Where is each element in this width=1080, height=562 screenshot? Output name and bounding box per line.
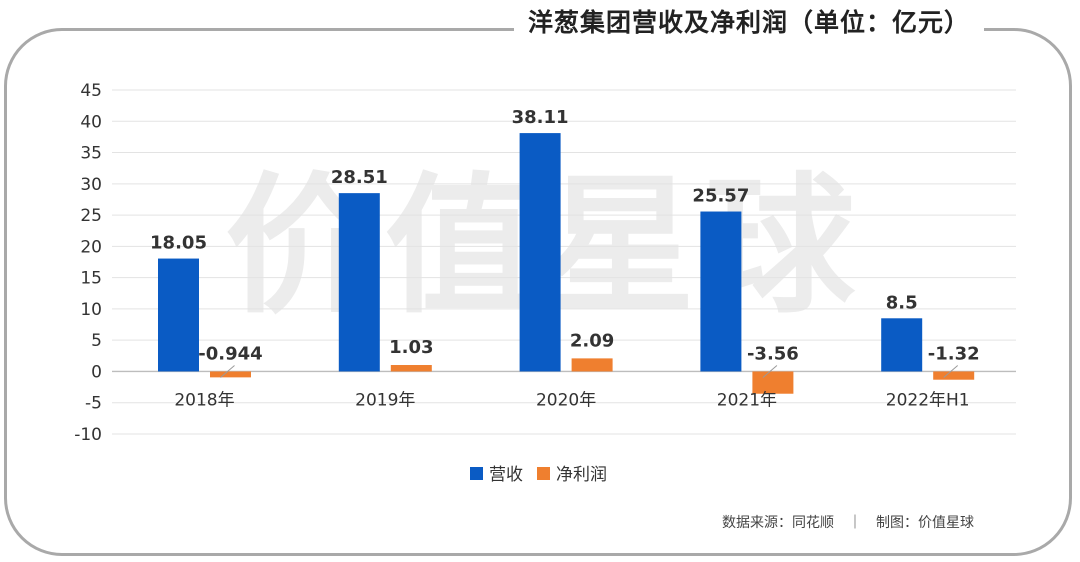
leader-line — [220, 365, 235, 378]
y-tick-label: 25 — [80, 206, 102, 226]
net-profit-bar — [933, 371, 975, 380]
y-tick-label: 10 — [80, 300, 102, 320]
net-profit-data-label: -1.32 — [928, 343, 980, 364]
source-note: 数据来源：同花顺 ｜ 制图：价值星球 — [722, 515, 974, 531]
revenue-data-label: 18.05 — [150, 233, 207, 254]
revenue-data-label: 8.5 — [886, 292, 918, 313]
chart-title: 洋葱集团营收及净利润（单位：亿元） — [527, 8, 970, 37]
y-tick-label: -5 — [85, 394, 102, 414]
net-profit-data-label: -0.944 — [198, 343, 262, 364]
revenue-data-label: 38.11 — [512, 107, 569, 128]
revenue-bar — [519, 133, 561, 372]
legend-label-net-profit: 净利润 — [556, 465, 607, 485]
legend-swatch-net-profit — [537, 467, 550, 480]
labels-layer: 18.05 -0.944 2018年 28.51 1.03 2019年 38.11 2.09 2… — [150, 107, 980, 410]
y-tick-label: 35 — [80, 144, 102, 164]
net-profit-bar — [390, 365, 432, 372]
y-tick-label: 15 — [80, 269, 102, 289]
revenue-data-label: 28.51 — [331, 167, 388, 188]
y-tick-label: 5 — [91, 331, 102, 351]
revenue-bar — [881, 318, 923, 372]
y-tick-label: 45 — [80, 81, 102, 101]
x-category-label: 2018年 — [174, 390, 234, 410]
net-profit-bar — [571, 358, 613, 372]
x-category-label: 2021年 — [717, 390, 777, 410]
net-profit-bar — [210, 371, 251, 378]
x-category-label: 2019年 — [355, 390, 415, 410]
title-container: 洋葱集团营收及净利润（单位：亿元） — [513, 4, 984, 42]
grid-layer: 45 40 35 30 25 20 15 10 5 0 -5 -10 — [74, 81, 1016, 445]
net-profit-data-label: 1.03 — [389, 337, 433, 358]
y-tick-label: 20 — [80, 237, 102, 257]
leader-line — [943, 365, 959, 378]
y-tick-label: 30 — [80, 175, 102, 195]
revenue-bar — [158, 258, 199, 372]
revenue-data-label: 25.57 — [692, 186, 749, 207]
x-category-label: 2020年 — [536, 390, 596, 410]
net-profit-data-label: -3.56 — [747, 343, 799, 364]
net-profit-data-label: 2.09 — [570, 330, 614, 351]
y-tick-label: -10 — [74, 425, 102, 445]
bars-layer — [158, 133, 975, 394]
revenue-bar — [338, 193, 380, 372]
revenue-bar — [700, 211, 742, 372]
y-tick-label: 0 — [91, 362, 102, 382]
legend-label-revenue: 营收 — [489, 465, 523, 485]
leader-line — [762, 365, 778, 378]
y-tick-label: 40 — [80, 112, 102, 132]
legend-swatch-revenue — [470, 467, 483, 480]
x-category-label: 2022年H1 — [886, 390, 970, 410]
legend: 营收 净利润 — [470, 465, 607, 485]
